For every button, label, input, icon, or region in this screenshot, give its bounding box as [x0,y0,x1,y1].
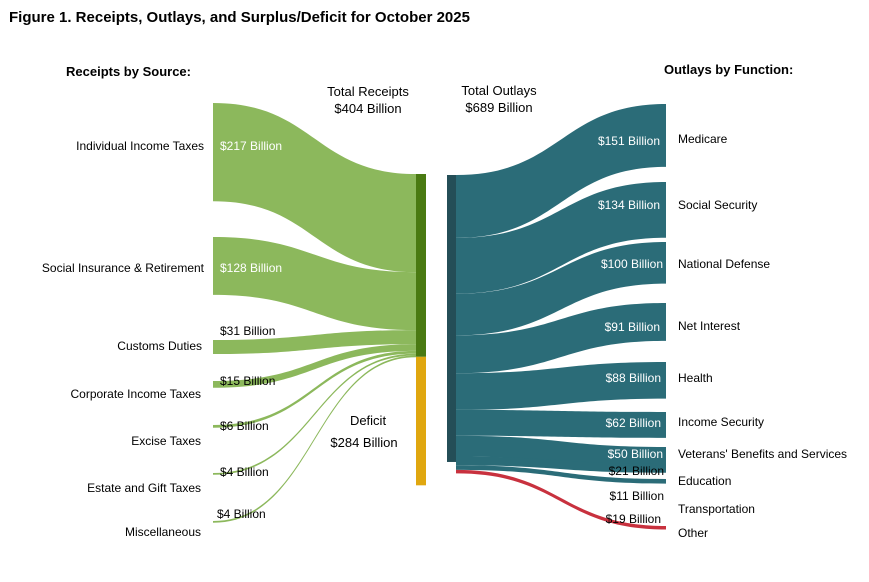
outlay-value-social-security: $134 Billion [598,198,660,212]
total-outlays-bar [447,175,456,462]
outlay-value-income-security: $62 Billion [606,416,661,430]
receipt-value-customs-duties: $31 Billion [220,324,275,338]
outlay-label-veterans-benefits-and-services: Veterans' Benefits and Services [678,447,847,461]
receipt-label-corporate-income-taxes: Corporate Income Taxes [70,387,201,401]
chart-title: Figure 1. Receipts, Outlays, and Surplus… [9,9,470,26]
receipts-header: Receipts by Source: [66,64,191,79]
receipt-flow-miscellaneous [213,355,416,523]
receipt-value-individual-income-taxes: $217 Billion [220,139,282,153]
outlay-label-income-security: Income Security [678,415,764,429]
outlay-value-education: $21 Billion [609,464,664,478]
total-outlays-value: $689 Billion [465,100,532,115]
receipt-flow-individual-income-taxes [213,103,416,273]
receipt-label-excise-taxes: Excise Taxes [131,434,201,448]
outlay-label-net-interest: Net Interest [678,319,741,333]
receipt-flow-excise-taxes [213,350,416,428]
outlay-flow-national-defense [456,242,666,336]
receipt-label-social-insurance-retirement: Social Insurance & Retirement [42,261,205,275]
receipt-flow-customs-duties [213,330,416,355]
outlay-value-other: $19 Billion [606,512,661,526]
outlay-flow-education [456,456,666,473]
receipt-label-miscellaneous: Miscellaneous [125,525,201,539]
receipt-flow-corporate-income-taxes [213,344,416,388]
deficit-value: $284 Billion [330,435,397,450]
receipt-flow-estate-and-gift-taxes [213,353,416,475]
outlay-label-education: Education [678,474,731,488]
receipt-value-corporate-income-taxes: $15 Billion [220,374,275,388]
outlay-value-national-defense: $100 Billion [601,257,663,271]
outlay-value-transportation: $11 Billion [610,489,664,503]
outlay-value-net-interest: $91 Billion [605,320,660,334]
outlays-header: Outlays by Function: [664,62,793,77]
receipt-label-individual-income-taxes: Individual Income Taxes [76,139,204,153]
outlay-label-medicare: Medicare [678,132,728,146]
total-receipts-bar [416,174,426,357]
outlay-flow-net-interest [456,303,666,374]
total-outlays-label: Total Outlays [461,83,537,98]
outlay-label-other: Other [678,526,708,540]
outlay-flow-medicare [456,104,666,238]
deficit-bar [416,356,426,486]
outlay-value-health: $88 Billion [606,371,661,385]
outlay-value-medicare: $151 Billion [598,134,660,148]
receipt-label-customs-duties: Customs Duties [117,339,202,353]
receipt-value-miscellaneous: $4 Billion [217,507,266,521]
outlay-flow-veterans-benefits-and-services [456,435,666,468]
total-receipts-value: $404 Billion [334,101,401,116]
outlay-label-national-defense: National Defense [678,257,770,271]
receipt-value-estate-and-gift-taxes: $4 Billion [220,465,269,479]
receipt-value-social-insurance-retirement: $128 Billion [220,261,282,275]
total-receipts-label: Total Receipts [327,84,409,99]
outlay-flow-income-security [456,409,666,438]
outlay-flow-other [456,469,666,530]
receipt-label-estate-and-gift-taxes: Estate and Gift Taxes [87,481,201,495]
outlay-flow-social-security [456,182,666,294]
outlay-label-health: Health [678,371,713,385]
outlay-value-veterans-benefits-and-services: $50 Billion [608,447,663,461]
outlay-flow-transportation [456,465,666,484]
outlay-flow-health [456,362,666,410]
outlay-label-social-security: Social Security [678,198,757,212]
deficit-label: Deficit [350,413,387,428]
outlay-label-transportation: Transportation [678,502,755,516]
receipt-value-excise-taxes: $6 Billion [220,419,269,433]
receipt-flow-social-insurance-retirement [213,237,416,331]
